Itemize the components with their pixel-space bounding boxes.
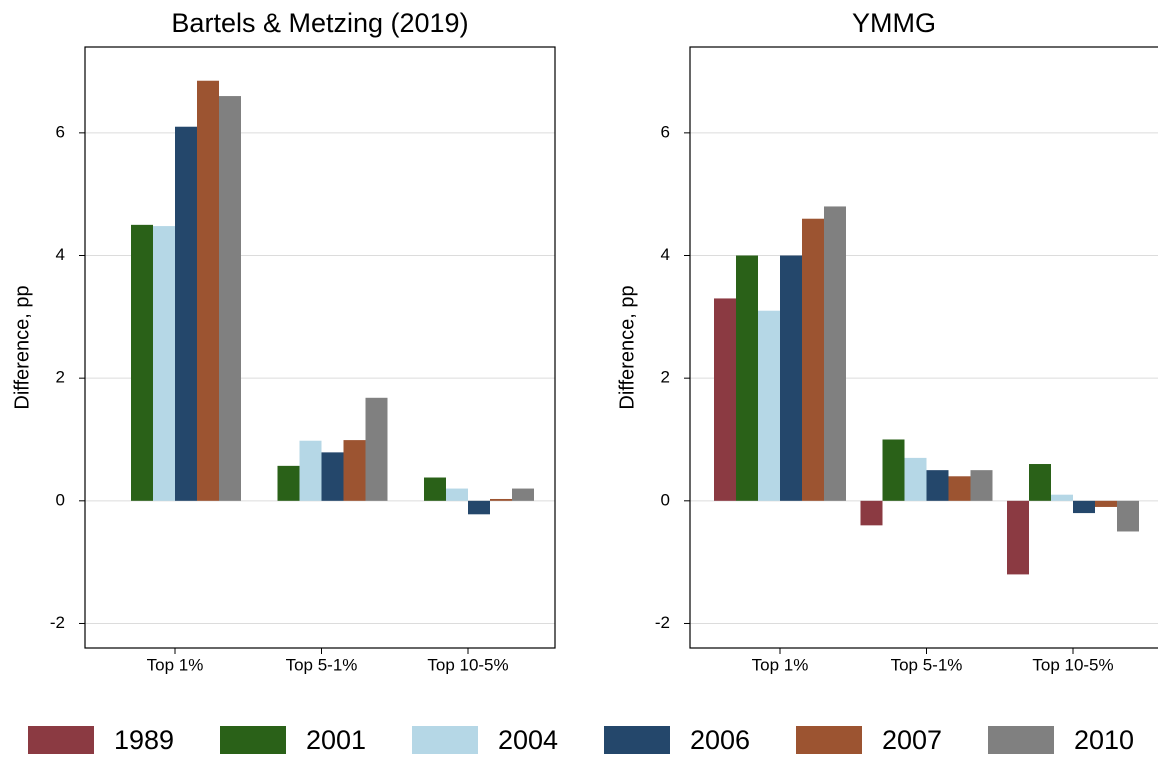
legend-swatch [412, 726, 478, 754]
bar [926, 470, 949, 501]
bar [299, 440, 322, 501]
bar [219, 96, 241, 501]
bar [153, 226, 175, 501]
panel: -2 0 2 4 6 Top 1% Top 5-1% Top 10-5% Bartels & M… [11, 8, 556, 674]
y-tick-label: 6 [661, 122, 670, 141]
bar [512, 488, 534, 501]
y-tick-label: 0 [661, 490, 670, 509]
bar [343, 440, 366, 501]
bar [1117, 500, 1139, 532]
bar [780, 255, 802, 501]
bar [970, 470, 993, 501]
bar [1029, 464, 1051, 501]
legend-label: 1989 [114, 725, 174, 755]
x-tick-label: Top 5-1% [891, 655, 963, 674]
y-tick-label: 6 [56, 122, 65, 141]
y-tick-label: 4 [661, 245, 670, 264]
bar [468, 500, 490, 515]
x-tick-label: Top 10-5% [427, 655, 508, 674]
bar [882, 439, 905, 501]
bar [1073, 500, 1095, 514]
bar [904, 457, 927, 501]
y-tick-label: 0 [56, 490, 65, 509]
plot-frame [689, 46, 1158, 649]
legend-label: 2007 [882, 725, 942, 755]
bar [424, 477, 446, 501]
legend-label: 2004 [498, 725, 558, 755]
x-tick-label: Top 1% [752, 655, 809, 674]
bar [736, 255, 758, 501]
bar [490, 498, 512, 501]
y-tick-label: 2 [661, 368, 670, 387]
plot-frame [84, 46, 556, 649]
bar [1051, 494, 1073, 501]
bar [1007, 500, 1029, 575]
legend-label: 2001 [306, 725, 366, 755]
bar [860, 500, 883, 526]
bar [824, 206, 846, 501]
legend-swatch [796, 726, 862, 754]
bar [197, 80, 219, 501]
bar [446, 488, 468, 501]
bar [714, 298, 736, 501]
legend-label: 2010 [1074, 725, 1134, 755]
bar [175, 126, 197, 501]
y-axis-label: Difference, pp [616, 285, 638, 409]
x-tick-label: Top 1% [147, 655, 204, 674]
y-axis-label: Difference, pp [11, 285, 33, 409]
bar [277, 465, 300, 501]
panel: -2 0 2 4 6 Top 1% Top 5-1% Top 10-5% YMMG Differe… [616, 8, 1158, 674]
legend-label: 2006 [690, 725, 750, 755]
bar [948, 476, 971, 501]
bar [365, 397, 388, 501]
legend-swatch [220, 726, 286, 754]
chart-title: YMMG [852, 8, 936, 38]
chart-title: Bartels & Metzing (2019) [171, 8, 468, 38]
bar [321, 452, 344, 501]
y-tick-label: 2 [56, 368, 65, 387]
x-tick-label: Top 5-1% [286, 655, 358, 674]
bar [1095, 500, 1117, 507]
y-tick-label: 4 [56, 245, 65, 264]
legend-swatch [988, 726, 1054, 754]
bar [758, 310, 780, 501]
y-tick-label: -2 [50, 613, 65, 632]
bar [802, 218, 824, 501]
y-tick-label: -2 [655, 613, 670, 632]
x-tick-label: Top 10-5% [1032, 655, 1113, 674]
legend-swatch [604, 726, 670, 754]
bar [131, 224, 153, 501]
legend-swatch [28, 726, 94, 754]
